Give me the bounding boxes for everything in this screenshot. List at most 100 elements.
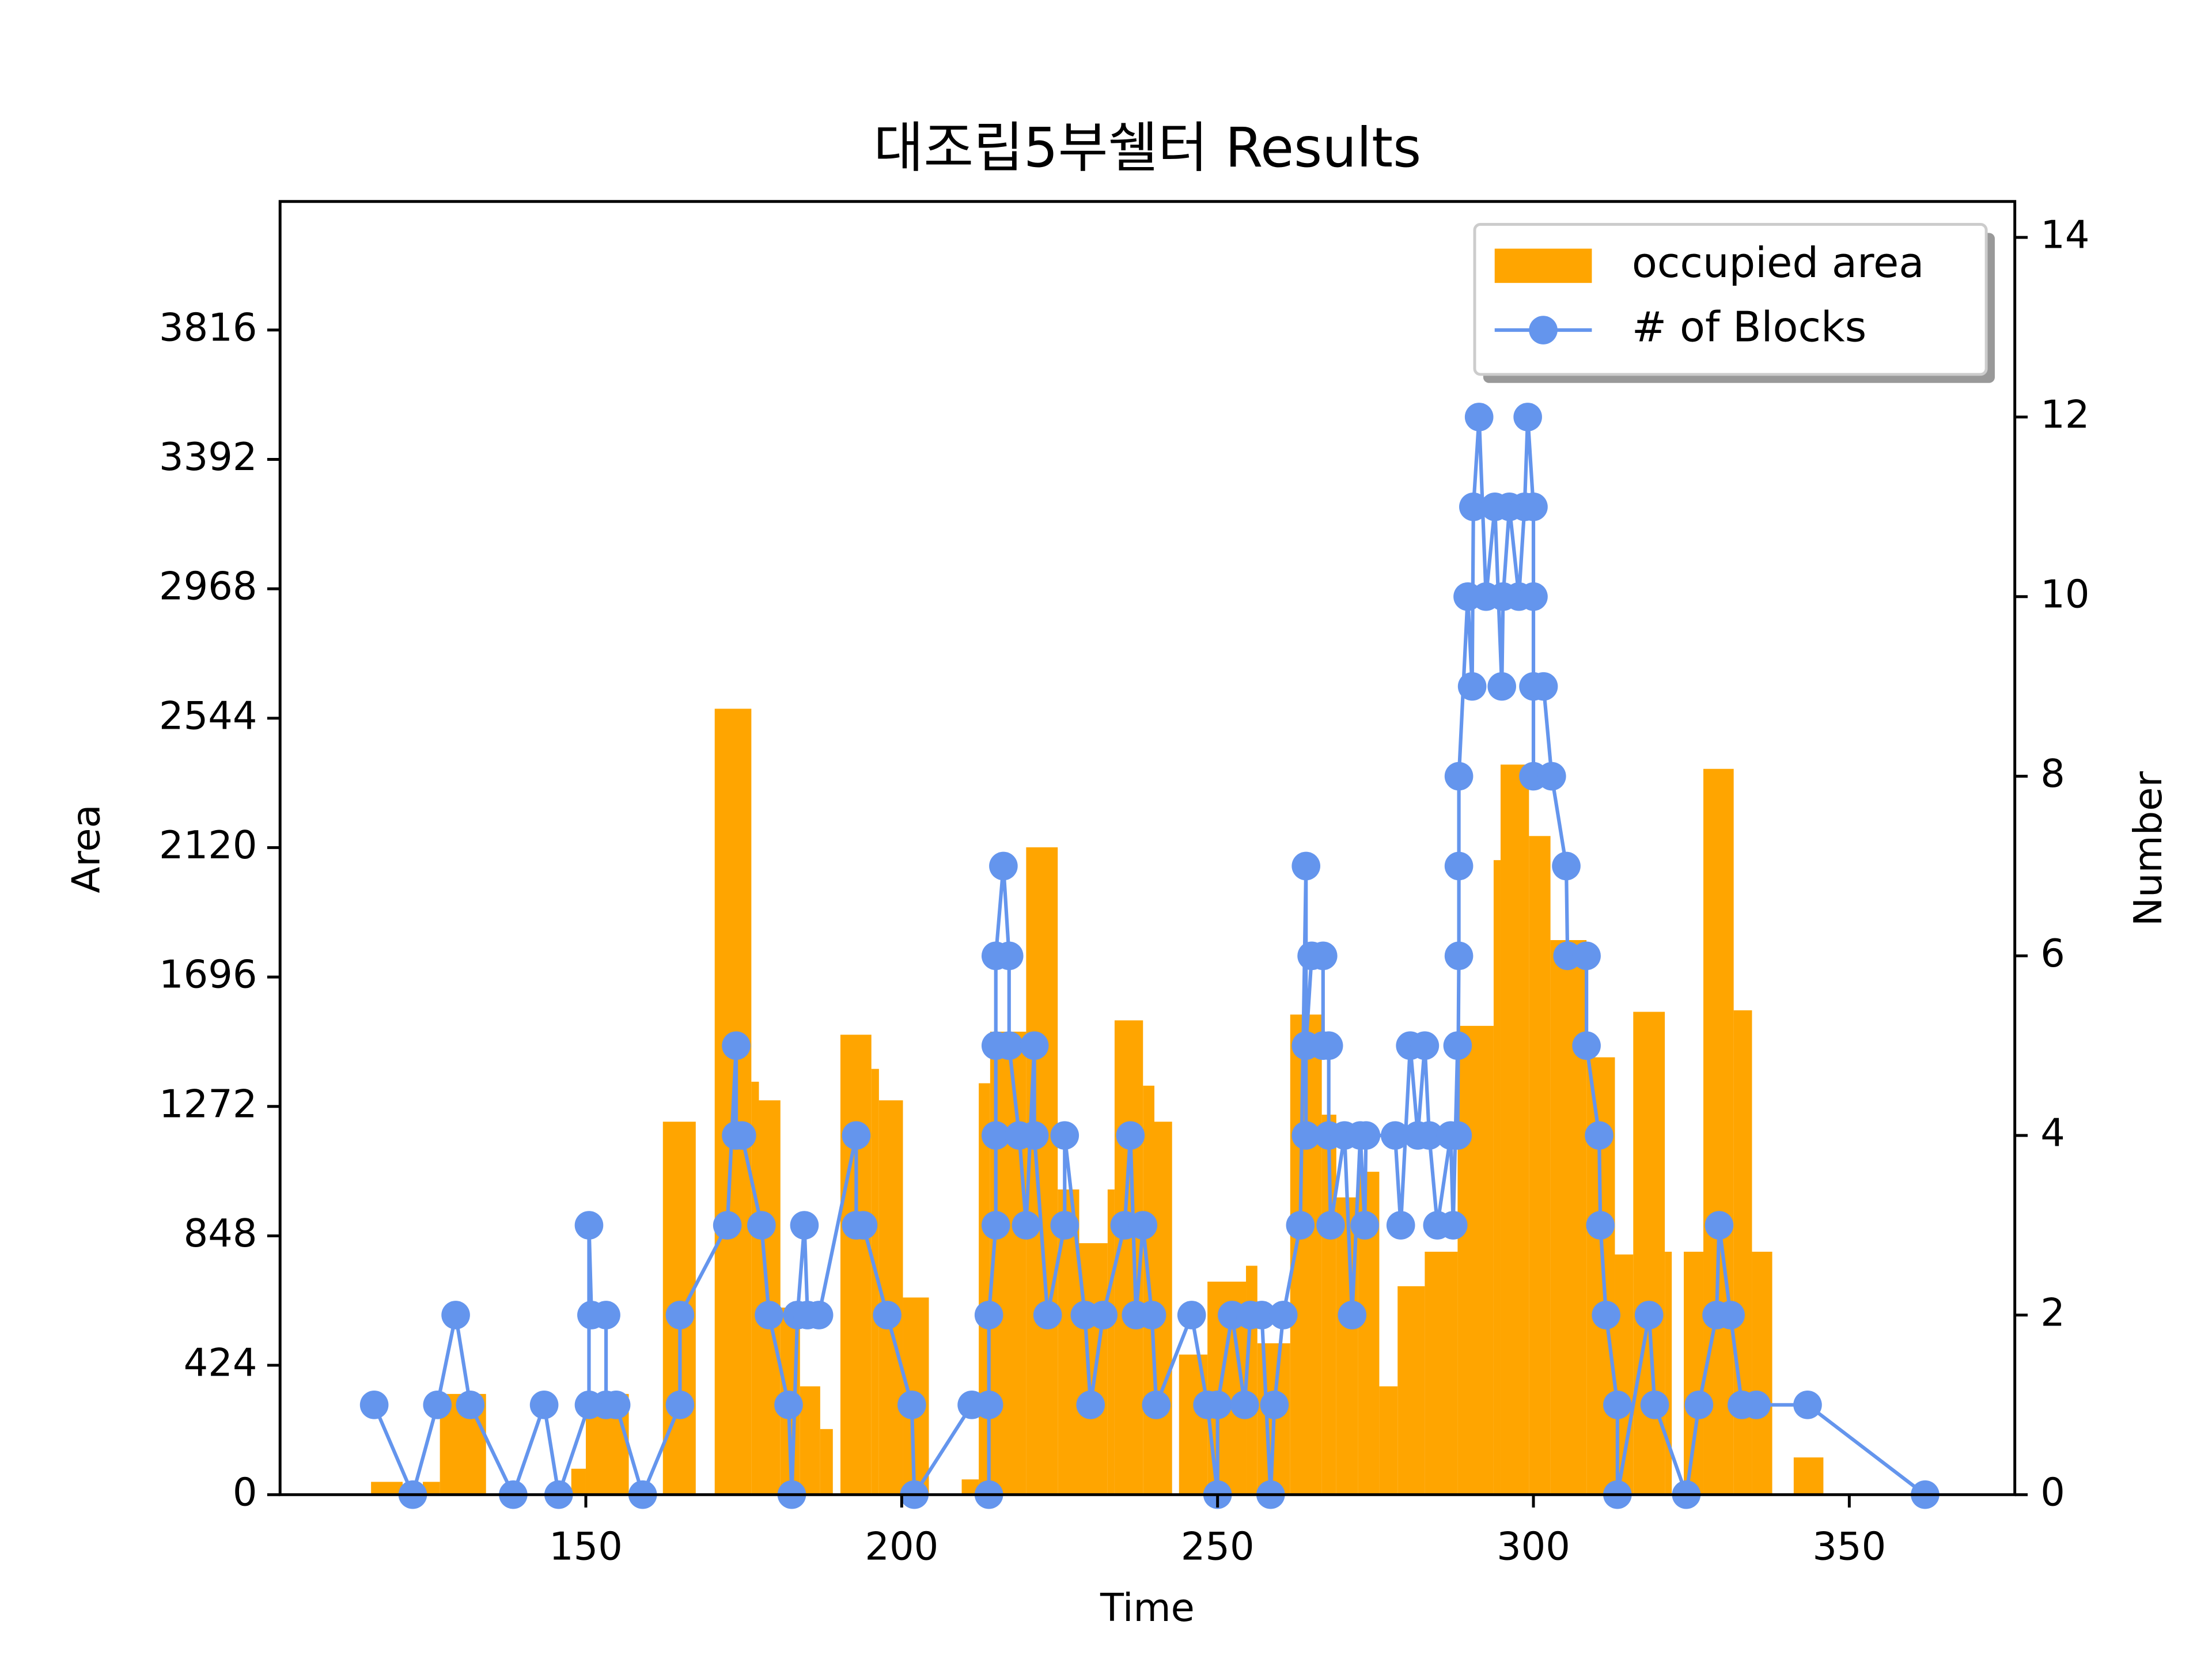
marker bbox=[1572, 1031, 1601, 1060]
marker bbox=[994, 941, 1024, 971]
marker bbox=[1012, 1211, 1041, 1240]
marker bbox=[1464, 403, 1494, 431]
bar bbox=[1107, 1189, 1115, 1495]
marker bbox=[1338, 1301, 1367, 1330]
marker bbox=[1381, 1121, 1410, 1150]
marker bbox=[1230, 1391, 1259, 1419]
marker bbox=[456, 1391, 485, 1419]
y-tick-label: 2120 bbox=[159, 823, 257, 868]
y-tick-label: 1696 bbox=[159, 952, 257, 997]
x-tick-label: 250 bbox=[1181, 1524, 1255, 1569]
bar bbox=[1529, 836, 1551, 1495]
plot-area bbox=[359, 403, 1940, 1509]
marker bbox=[1386, 1211, 1415, 1240]
y2-tick-label: 6 bbox=[2040, 931, 2065, 976]
marker bbox=[1415, 1121, 1444, 1150]
legend-label: occupied area bbox=[1632, 238, 1924, 287]
legend-box bbox=[1473, 222, 1988, 376]
marker bbox=[1350, 1211, 1380, 1240]
marker bbox=[1116, 1121, 1145, 1150]
marker bbox=[842, 1121, 871, 1150]
x-tick-label: 300 bbox=[1497, 1524, 1570, 1569]
marker bbox=[1050, 1211, 1080, 1240]
marker bbox=[592, 1301, 620, 1330]
marker bbox=[1603, 1391, 1632, 1419]
legend-label: # of Blocks bbox=[1632, 303, 1866, 351]
marker bbox=[722, 1031, 751, 1060]
marker bbox=[873, 1301, 902, 1330]
marker bbox=[1286, 1211, 1315, 1240]
marker bbox=[1316, 1211, 1345, 1240]
marker bbox=[981, 1211, 1010, 1240]
marker bbox=[1552, 851, 1581, 881]
marker bbox=[1793, 1391, 1822, 1419]
bar bbox=[759, 1100, 781, 1495]
y-tick-label: 0 bbox=[233, 1469, 257, 1514]
marker bbox=[529, 1391, 559, 1419]
marker bbox=[1089, 1301, 1118, 1330]
legend-swatch bbox=[1494, 248, 1592, 283]
bar bbox=[371, 1482, 403, 1495]
marker bbox=[974, 1301, 1003, 1330]
bar bbox=[1397, 1286, 1425, 1495]
y2-tick-label: 8 bbox=[2040, 751, 2065, 796]
y-tick-label: 3816 bbox=[159, 305, 257, 350]
marker bbox=[755, 1301, 783, 1330]
y2-tick-label: 10 bbox=[2040, 571, 2089, 616]
y-tick-label: 2544 bbox=[159, 693, 257, 738]
marker bbox=[1291, 851, 1321, 881]
marker bbox=[359, 1391, 389, 1419]
marker bbox=[1247, 1301, 1277, 1330]
marker bbox=[1572, 941, 1601, 971]
y-tick-label: 2968 bbox=[159, 564, 257, 609]
y-tick-label: 1272 bbox=[159, 1081, 257, 1126]
marker bbox=[1537, 762, 1566, 791]
marker bbox=[1519, 493, 1548, 521]
bar bbox=[800, 1386, 820, 1495]
marker bbox=[1444, 851, 1474, 881]
bar bbox=[571, 1468, 586, 1495]
marker bbox=[1260, 1391, 1289, 1419]
marker bbox=[1634, 1301, 1664, 1330]
bar bbox=[1379, 1386, 1398, 1495]
y2-axis-label: Number bbox=[2126, 771, 2171, 926]
bar bbox=[1457, 1025, 1494, 1495]
marker bbox=[1529, 672, 1558, 701]
marker bbox=[1351, 1121, 1381, 1150]
marker bbox=[1020, 1031, 1049, 1060]
marker bbox=[1033, 1301, 1062, 1330]
marker bbox=[1268, 1301, 1298, 1330]
bar bbox=[840, 1035, 872, 1495]
marker bbox=[790, 1211, 819, 1240]
marker bbox=[1513, 403, 1542, 431]
marker bbox=[1459, 493, 1488, 521]
bar bbox=[871, 1069, 879, 1495]
marker bbox=[804, 1301, 834, 1330]
bar bbox=[1684, 1251, 1704, 1495]
x-tick-label: 200 bbox=[865, 1524, 938, 1569]
bar bbox=[423, 1482, 440, 1495]
marker bbox=[728, 1121, 756, 1150]
marker bbox=[423, 1391, 452, 1419]
marker bbox=[1142, 1391, 1171, 1419]
y2-tick-label: 2 bbox=[2040, 1290, 2065, 1335]
marker bbox=[1585, 1121, 1613, 1150]
marker bbox=[989, 851, 1018, 881]
marker bbox=[1716, 1301, 1745, 1330]
y-tick-label: 848 bbox=[184, 1211, 257, 1256]
marker bbox=[1314, 1031, 1343, 1060]
marker bbox=[774, 1391, 803, 1419]
marker bbox=[1640, 1391, 1669, 1419]
legend: occupied area # of Blocks bbox=[1473, 222, 1995, 383]
marker bbox=[1177, 1301, 1206, 1330]
x-axis-label: Time bbox=[1100, 1585, 1195, 1630]
marker bbox=[1410, 1031, 1440, 1060]
marker bbox=[1443, 1031, 1472, 1060]
marker bbox=[1444, 762, 1474, 791]
marker bbox=[974, 1391, 1003, 1419]
y2-tick-label: 14 bbox=[2040, 213, 2089, 257]
marker bbox=[601, 1391, 631, 1419]
marker bbox=[713, 1211, 742, 1240]
marker bbox=[1487, 672, 1516, 701]
